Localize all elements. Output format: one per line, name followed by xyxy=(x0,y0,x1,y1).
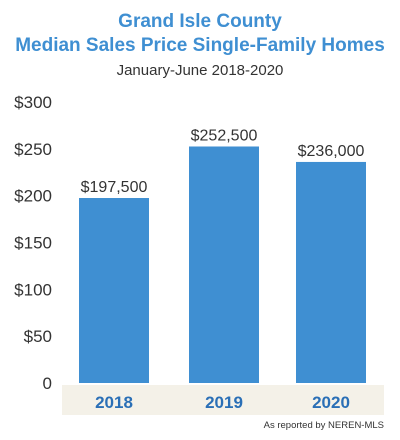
y-tick-label: $50 xyxy=(24,327,52,346)
y-tick-label: $200 xyxy=(14,187,52,206)
data-label-2020: $236,000 xyxy=(298,143,365,160)
bar-2020 xyxy=(296,161,366,383)
source-note: As reported by NEREN-MLS xyxy=(263,420,384,431)
x-category-label-2020: 2020 xyxy=(312,393,350,412)
y-tick-label: $300 xyxy=(14,93,52,112)
y-tick-label: 0 xyxy=(43,374,52,393)
chart-title-line-2: Median Sales Price Single-Family Homes xyxy=(15,35,385,56)
bar-2018 xyxy=(79,198,149,383)
chart-subtitle: January-June 2018-2020 xyxy=(116,62,284,79)
data-label-2018: $197,500 xyxy=(81,179,148,196)
category-band xyxy=(62,385,384,415)
y-tick-label: $150 xyxy=(14,234,52,253)
chart-title-line-1: Grand Isle County xyxy=(118,11,282,32)
x-category-label-2019: 2019 xyxy=(205,393,243,412)
y-tick-label: $100 xyxy=(14,280,52,299)
y-tick-label: $250 xyxy=(14,140,52,159)
x-category-label-2018: 2018 xyxy=(95,393,133,412)
bar-2019 xyxy=(189,146,259,383)
data-label-2019: $252,500 xyxy=(191,127,258,144)
